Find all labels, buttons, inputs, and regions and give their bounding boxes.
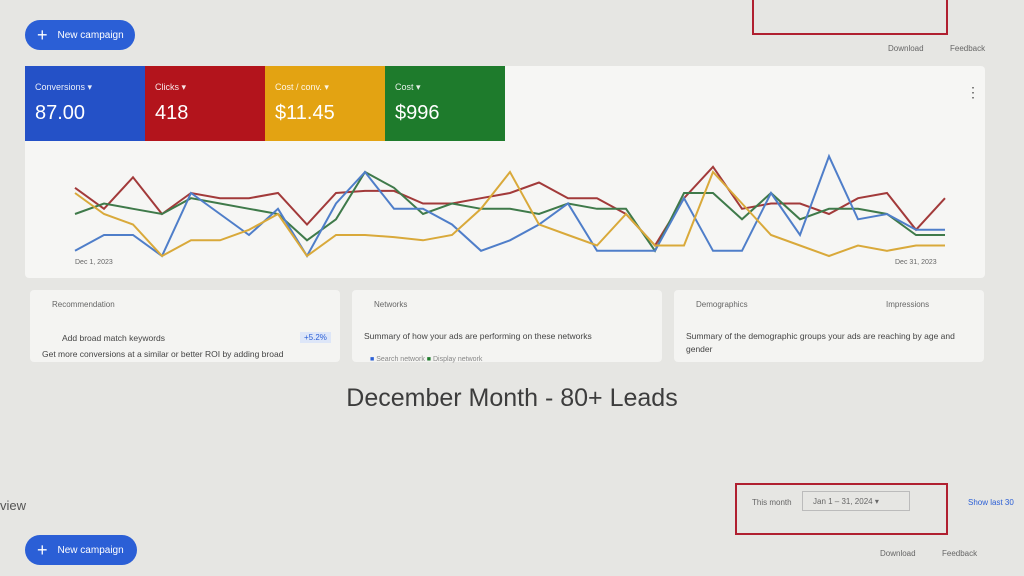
card-title: Networks [374,300,408,309]
series-line [74,165,946,248]
metric-value: 418 [155,102,189,124]
show-last[interactable]: Show last 30 [968,498,1014,507]
button-label: New campaign [57,29,124,41]
highlight-box [752,0,948,35]
legend-item: Display network [432,356,483,363]
metric-label: Clicks ▾ [155,82,187,92]
metric-tile[interactable]: Cost / conv. ▾ $11.45 [265,66,385,141]
metric-label: Conversions ▾ [35,82,93,92]
menu-dots[interactable]: ⋮ [966,84,980,100]
button-label: New campaign [57,544,124,556]
download[interactable]: Download [888,44,924,53]
card-text: Get more conversions at a similar or bet… [42,349,284,359]
series-line [74,170,945,253]
badge: +5.2% [300,332,331,343]
feedback[interactable]: Feedback [942,549,978,558]
line-chart [74,153,946,258]
x-end-label: Dec 31, 2023 [895,259,937,266]
date-range[interactable]: Jan 1 – 31, 2024 ▾ [802,491,910,511]
recommendation-card: Recommendation Add broad match keywords … [30,290,340,362]
caption: December Month - 80+ Leads [346,384,678,412]
card-title: Recommendation [52,300,115,309]
metric-value: 87.00 [35,102,86,124]
card-title: Demographics [696,300,748,309]
new-campaign-button[interactable]: + New campaign [25,535,137,565]
view-label: view [0,498,27,513]
card-item[interactable]: Add broad match keywords [62,333,165,343]
demographics-card: Demographics Impressions Summary of the … [674,290,984,362]
metric-label: Cost ▾ [395,82,421,92]
feedback[interactable]: Feedback [950,44,986,53]
metric-value: $996 [395,102,440,124]
metric-tile[interactable]: Conversions ▾ 87.00 [25,66,145,141]
new-campaign-button[interactable]: + New campaign [25,20,135,50]
range-label: This month [752,498,792,507]
highlight-box [735,483,948,535]
networks-card: Networks Summary of how your ads are per… [352,290,662,363]
metric-value: $11.45 [275,102,335,124]
series-line [74,170,945,258]
card-text: Summary of how your ads are performing o… [364,331,592,341]
legend-item: Search network [376,356,425,363]
metric-tile[interactable]: Cost ▾ $996 [385,66,505,141]
metric-label: Cost / conv. ▾ [275,82,329,92]
x-start-label: Dec 1, 2023 [75,259,113,266]
metric-tile[interactable]: Clicks ▾ 418 [145,66,265,141]
dropdown[interactable]: Impressions [886,300,930,309]
range-text: Jan 1 – 31, 2024 [813,497,873,506]
download[interactable]: Download [880,549,916,558]
series-line [74,153,945,258]
card-text: Summary of the demographic groups your a… [686,331,955,354]
